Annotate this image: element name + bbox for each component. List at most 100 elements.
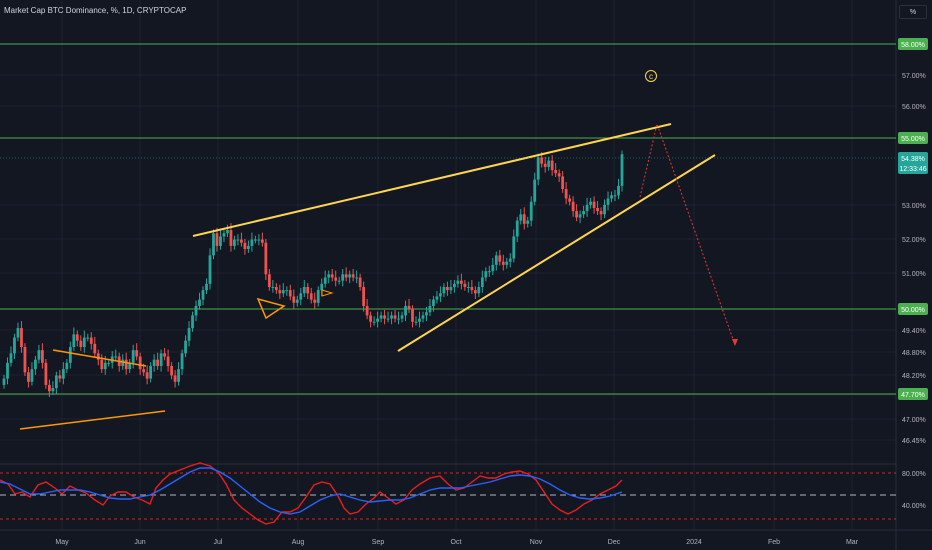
candle[interactable] <box>233 235 236 250</box>
candle[interactable] <box>589 197 592 209</box>
horizontal-levels[interactable]: 58.00% 55.00% 50.00% 47.70% <box>0 38 928 400</box>
candle[interactable] <box>515 216 519 243</box>
candle[interactable] <box>253 235 257 244</box>
candle[interactable] <box>292 289 296 309</box>
candle[interactable] <box>585 197 589 217</box>
candle[interactable] <box>596 201 599 215</box>
candle[interactable] <box>512 229 516 263</box>
candle[interactable] <box>23 343 27 377</box>
candle[interactable] <box>379 311 383 323</box>
candle[interactable] <box>435 291 439 304</box>
candle[interactable] <box>65 359 69 373</box>
candle[interactable] <box>128 359 132 373</box>
candle[interactable] <box>250 232 254 252</box>
candle[interactable] <box>247 240 250 253</box>
candle[interactable] <box>264 238 268 281</box>
candle[interactable] <box>449 280 453 294</box>
candle[interactable] <box>30 362 34 386</box>
candle[interactable] <box>44 359 48 389</box>
candle[interactable] <box>79 335 83 351</box>
candle[interactable] <box>397 311 400 325</box>
candle[interactable] <box>613 189 617 202</box>
candle[interactable] <box>498 250 502 266</box>
candle[interactable] <box>529 196 533 227</box>
candle[interactable] <box>407 298 411 313</box>
candle[interactable] <box>477 281 481 298</box>
candle[interactable] <box>341 268 345 287</box>
candle[interactable] <box>187 321 191 347</box>
candle[interactable] <box>61 362 65 385</box>
candle[interactable] <box>421 311 425 323</box>
candle[interactable] <box>75 330 79 347</box>
candle[interactable] <box>362 281 366 312</box>
candle[interactable] <box>470 280 474 294</box>
candle[interactable] <box>124 352 128 375</box>
candle[interactable] <box>288 284 292 301</box>
candle[interactable] <box>149 362 153 383</box>
candle[interactable] <box>299 287 303 306</box>
wedge-lower-trendline[interactable] <box>397 154 716 352</box>
candle[interactable] <box>54 371 58 394</box>
candle[interactable] <box>372 316 376 326</box>
candle[interactable] <box>316 286 320 307</box>
candle[interactable] <box>240 232 243 247</box>
candle[interactable] <box>72 327 76 351</box>
candle[interactable] <box>344 267 348 282</box>
percent-scale-button[interactable]: % <box>899 5 927 19</box>
candle[interactable] <box>260 232 264 247</box>
candle[interactable] <box>306 283 310 299</box>
candle[interactable] <box>442 283 446 298</box>
candle[interactable] <box>135 343 139 361</box>
candle[interactable] <box>180 349 184 375</box>
candle[interactable] <box>281 283 285 298</box>
candle[interactable] <box>337 276 341 285</box>
candle[interactable] <box>313 292 317 309</box>
candle[interactable] <box>519 208 523 225</box>
candle[interactable] <box>68 341 72 369</box>
candle[interactable] <box>453 280 456 293</box>
candle[interactable] <box>177 362 180 386</box>
candle[interactable] <box>13 333 16 360</box>
candle[interactable] <box>145 365 149 385</box>
candle[interactable] <box>439 286 442 303</box>
candle[interactable] <box>6 357 9 385</box>
candle[interactable] <box>37 344 41 364</box>
candle[interactable] <box>152 354 156 372</box>
candle[interactable] <box>491 257 495 275</box>
candle[interactable] <box>278 284 282 299</box>
candle[interactable] <box>243 238 247 255</box>
candle[interactable] <box>131 344 135 369</box>
candle[interactable] <box>456 275 460 288</box>
candle[interactable] <box>163 347 167 361</box>
time-axis[interactable]: May Jun Jul Aug Sep Oct Nov Dec 2024 Feb Mar <box>55 539 858 546</box>
candle[interactable] <box>330 268 334 282</box>
candle[interactable] <box>547 156 551 171</box>
candle[interactable] <box>526 216 530 228</box>
candle[interactable] <box>351 268 355 282</box>
candle[interactable] <box>47 379 51 397</box>
candle[interactable] <box>51 381 55 396</box>
candle[interactable] <box>267 268 271 291</box>
candle[interactable] <box>620 150 624 192</box>
candle[interactable] <box>414 316 418 326</box>
candle[interactable] <box>480 270 484 293</box>
candle[interactable] <box>484 267 488 282</box>
candle[interactable] <box>418 311 421 328</box>
candle[interactable] <box>41 343 44 369</box>
candle[interactable] <box>578 210 582 224</box>
candle[interactable] <box>9 346 13 367</box>
candle[interactable] <box>536 153 540 186</box>
candle[interactable] <box>271 280 275 293</box>
price-axis[interactable]: 57.00% 56.00% 53.00% 52.00% 51.00% 49.40% 48.8… <box>902 73 926 510</box>
candle[interactable] <box>257 234 261 246</box>
candle[interactable] <box>425 306 428 322</box>
candle[interactable] <box>302 280 306 298</box>
candle[interactable] <box>501 254 505 271</box>
candle[interactable] <box>358 273 362 291</box>
candle[interactable] <box>222 229 226 243</box>
candlestick-series[interactable] <box>2 150 624 397</box>
candle[interactable] <box>575 204 579 222</box>
triangle-lower-line[interactable] <box>19 410 166 430</box>
candle[interactable] <box>446 281 449 296</box>
